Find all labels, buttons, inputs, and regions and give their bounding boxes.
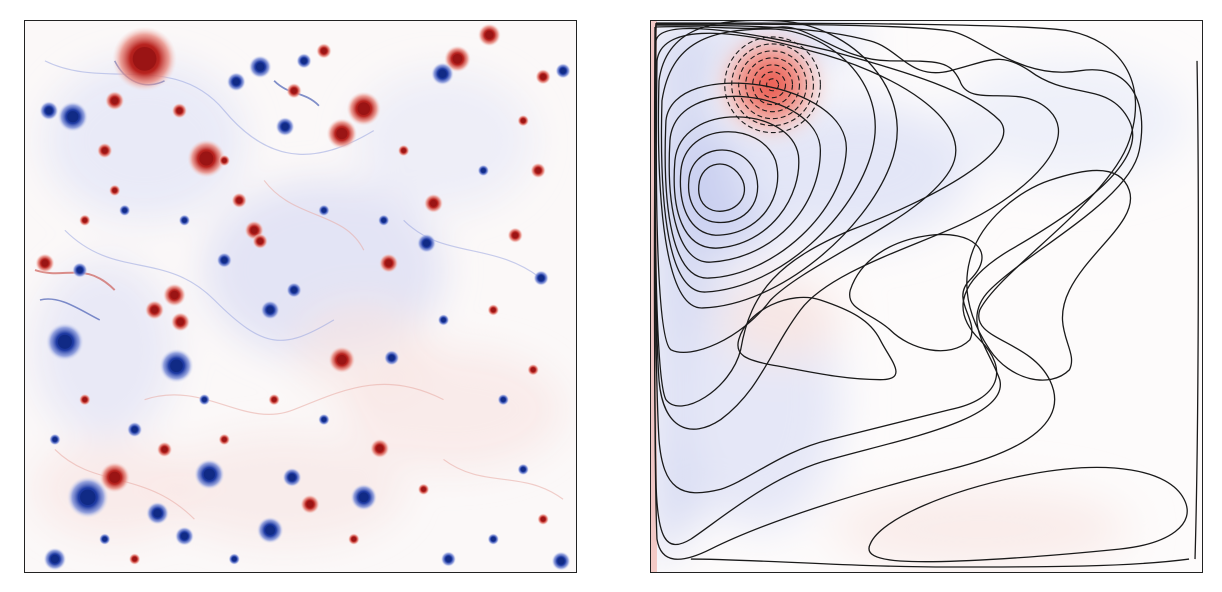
positive-vortex-core — [491, 307, 496, 313]
positive-vortex-core — [132, 556, 137, 562]
negative-vortex-core — [232, 78, 240, 86]
negative-vortex-core — [538, 275, 544, 281]
negative-vortex-core — [266, 306, 274, 314]
positive-vortex-core — [222, 437, 227, 442]
negative-vortex-core — [77, 267, 83, 273]
negative-vortex-core — [438, 69, 447, 78]
positive-vortex-core — [82, 397, 87, 402]
vorticity-field-image — [25, 21, 576, 572]
positive-vortex-core — [485, 30, 494, 40]
negative-vortex-core — [560, 68, 566, 74]
positive-vortex-core — [321, 48, 327, 54]
negative-vortex-core — [57, 334, 72, 349]
negative-vortex-core — [232, 556, 237, 562]
vorticity-field-panel — [24, 20, 577, 573]
positive-vortex-core — [535, 167, 541, 174]
positive-vortex-core — [531, 367, 536, 372]
positive-vortex-core — [151, 306, 159, 314]
positive-vortex-core — [272, 397, 277, 402]
positive-vortex-core — [250, 226, 258, 234]
negative-vortex-core — [221, 257, 228, 263]
negative-vortex-core — [423, 239, 431, 247]
positive-vortex-core — [176, 107, 183, 114]
negative-vortex-core — [50, 554, 60, 564]
positive-vortex-core — [336, 128, 348, 140]
positive-vortex-core — [132, 47, 157, 71]
negative-vortex-core — [52, 437, 57, 442]
field-shading — [651, 21, 1190, 572]
negative-vortex-core — [491, 537, 496, 542]
negative-vortex-core — [265, 525, 275, 536]
negative-vortex-core — [441, 317, 446, 323]
negative-vortex-core — [180, 532, 188, 540]
positive-vortex-core — [401, 148, 406, 153]
positive-vortex-core — [452, 53, 463, 64]
negative-vortex-core — [381, 218, 386, 223]
vortex-cores — [35, 23, 571, 571]
negative-vortex-core — [255, 62, 265, 72]
negative-vortex-core — [521, 467, 526, 472]
negative-vortex-core — [501, 397, 506, 402]
negative-vortex-core — [80, 489, 96, 505]
positive-vortex-core — [336, 354, 347, 365]
negative-vortex-core — [288, 473, 296, 481]
negative-vortex-core — [321, 208, 327, 213]
positive-vortex-core — [385, 259, 393, 267]
positive-vortex-core — [82, 218, 87, 223]
positive-vortex-core — [161, 446, 168, 453]
negative-vortex-core — [170, 359, 183, 373]
negative-vortex-core — [45, 107, 53, 115]
positive-vortex-core — [109, 471, 121, 483]
positive-vortex-core — [101, 147, 108, 154]
negative-vortex-core — [131, 426, 138, 433]
negative-vortex-core — [445, 556, 452, 562]
negative-vortex-core — [301, 58, 307, 64]
positive-vortex-core — [421, 487, 426, 492]
positive-vortex-core — [236, 197, 243, 204]
negative-vortex-core — [182, 218, 187, 223]
negative-vortex-core — [102, 537, 107, 542]
negative-vortex-core — [281, 123, 289, 131]
negative-vortex-core — [358, 492, 369, 503]
positive-vortex-core — [306, 500, 314, 508]
positive-vortex-core — [521, 118, 526, 123]
negative-vortex-core — [291, 287, 297, 293]
negative-vortex-core — [203, 468, 215, 480]
positive-vortex-core — [430, 199, 438, 207]
negative-vortex-core — [388, 354, 395, 361]
negative-vortex-core — [481, 168, 486, 173]
negative-vortex-core — [122, 208, 127, 213]
negative-vortex-core — [202, 397, 207, 402]
contour-lines — [653, 21, 1199, 568]
positive-vortex-core — [41, 259, 49, 267]
positive-vortex-core — [376, 444, 384, 452]
positive-vortex-core — [199, 151, 214, 166]
streamfunction-panel — [650, 20, 1203, 573]
negative-vortex-core — [557, 557, 565, 565]
positive-vortex-core — [111, 97, 119, 105]
positive-vortex-core — [512, 232, 519, 239]
positive-vortex-core — [541, 517, 546, 522]
positive-vortex-core — [257, 238, 263, 244]
negative-vortex-core — [153, 509, 162, 518]
positive-vortex-core — [176, 318, 184, 326]
negative-vortex-core — [321, 417, 327, 422]
positive-vortex-core — [357, 102, 371, 115]
streamfunction-contour-image — [651, 21, 1202, 572]
positive-vortex-core — [351, 537, 356, 542]
positive-vortex-core — [291, 87, 297, 94]
positive-vortex-core — [170, 290, 179, 300]
positive-vortex-core — [222, 158, 227, 163]
positive-vortex-core — [112, 188, 117, 193]
positive-vortex-core — [540, 74, 546, 80]
negative-vortex-core — [67, 111, 79, 123]
